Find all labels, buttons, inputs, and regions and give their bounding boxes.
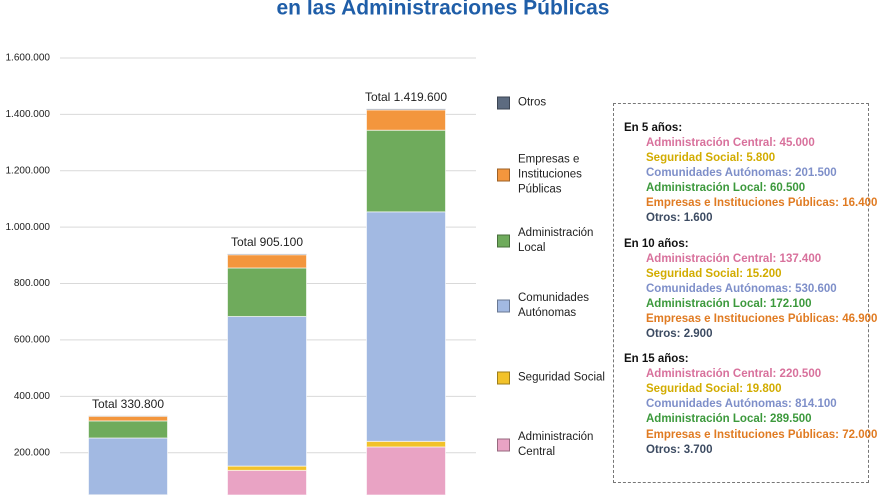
legend-swatch [497,234,510,248]
legend-label: Comunidades Autónomas [518,292,589,319]
panel-line: Seguridad Social: 19.800 [646,383,782,396]
legend-swatch [497,371,510,385]
panel-group: En 10 años: Administración Central: 137.4… [624,237,878,343]
y-tick-label: 1.400.000 [6,109,51,120]
bar-segment [366,108,446,111]
bar-segment [227,253,307,256]
bar-segment [366,109,446,131]
summary-panel: En 5 años: Administración Central: 45.000… [613,103,878,483]
panel-heading: En 10 años: [624,237,689,250]
bar-segment [88,415,168,422]
chart-title: en las Administraciones Públicas [276,0,609,20]
bar-segment [227,469,307,495]
bar-segment [366,440,446,448]
panel-line: Otros: 2.900 [646,328,713,341]
y-tick-label: 200.000 [14,447,51,458]
y-tick-label: 1.600.000 [6,53,51,64]
bar-segment [227,465,307,471]
panel-line: Seguridad Social: 15.200 [646,267,782,280]
panel-line: Empresas e Instituciones Públicas: 46.90… [646,312,878,325]
panel-heading: En 5 años: [624,122,683,134]
legend-label: Administración Local [518,227,594,254]
panel-line: Administración Local: 60.500 [646,182,806,195]
y-tick-label: 600.000 [14,335,51,346]
bar-segment [88,420,168,439]
total-label: Total 1.419.600 [365,90,447,104]
panel-line: Comunidades Autónomas: 814.100 [646,398,837,411]
legend-label: Administración Central [518,431,594,458]
panel-line: Comunidades Autónomas: 201.500 [646,167,837,180]
bar-segment [227,267,307,317]
panel-line: Comunidades Autónomas: 530.600 [646,282,837,295]
panel-line: Seguridad Social: 5.800 [646,152,776,165]
panel-line: Empresas e Instituciones Públicas: 72.00… [646,428,878,441]
panel-group: En 15 años: Administración Central: 220.5… [624,352,878,458]
panel-line: Otros: 3.700 [646,443,713,456]
panel-line: Administración Central: 220.500 [646,368,822,381]
total-label: Total 330.800 [92,397,164,411]
legend-swatch [497,96,510,110]
bar-segment [227,315,307,467]
legend-label: Otros [518,96,547,109]
panel-line: Administración Central: 137.400 [646,252,822,265]
bar-segment [366,211,446,442]
panel-heading: En 15 años: [624,353,689,366]
panel-group: En 5 años: Administración Central: 45.000… [624,121,878,227]
legend-swatch [497,168,510,182]
legend-label: Empresas e Instituciones Públicas [518,153,582,196]
y-tick-label: 800.000 [14,278,51,289]
y-tick-label: 1.200.000 [6,165,51,176]
panel-line: Otros: 1.600 [646,212,713,225]
panel-line: Administración Local: 172.100 [646,297,812,310]
panel-line: Empresas e Instituciones Públicas: 16.40… [646,197,878,210]
y-tick-label: 1.000.000 [6,222,51,233]
bar-segment [366,446,446,495]
y-tick-label: 400.000 [14,391,51,402]
legend-label: Seguridad Social [518,371,605,384]
bar-segment [88,437,168,495]
legend-swatch [497,299,510,313]
total-label: Total 905.100 [231,235,303,249]
bar-segment [366,129,446,213]
bar-segment [227,254,307,269]
panel-line: Administración Central: 45.000 [646,137,815,149]
panel-line: Administración Local: 289.500 [646,413,812,426]
legend-swatch [497,438,510,452]
